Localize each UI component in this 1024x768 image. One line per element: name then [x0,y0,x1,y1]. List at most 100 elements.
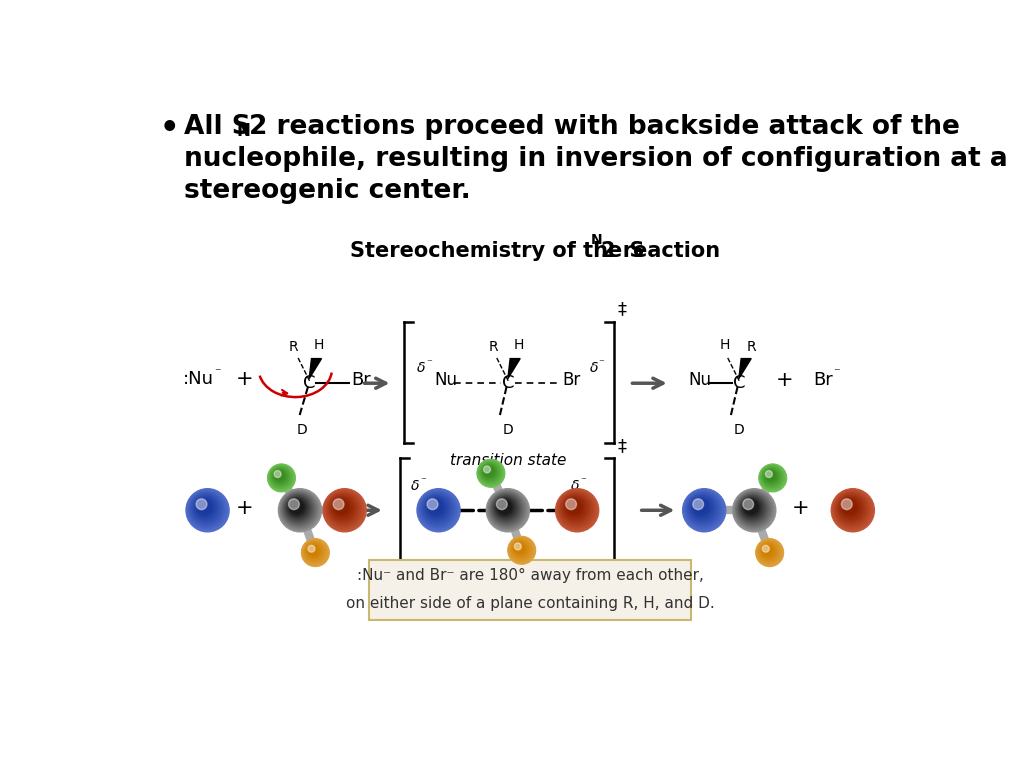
Circle shape [834,491,871,529]
Circle shape [417,488,460,531]
Circle shape [684,491,723,529]
Text: All S: All S [184,114,251,140]
Circle shape [332,497,353,519]
Circle shape [842,498,859,516]
Circle shape [425,497,447,519]
Circle shape [559,492,593,526]
Circle shape [484,467,493,475]
Circle shape [557,490,597,530]
Circle shape [198,500,212,515]
Polygon shape [309,359,322,379]
Circle shape [290,500,304,515]
Text: ‡: ‡ [617,437,627,455]
Circle shape [482,465,497,479]
Circle shape [191,494,221,524]
Text: δ: δ [590,361,598,375]
Circle shape [765,470,777,482]
Circle shape [268,465,294,490]
Circle shape [483,466,495,477]
Circle shape [761,465,784,489]
Text: on either side of a plane containing R, H, and D.: on either side of a plane containing R, … [346,596,715,611]
Circle shape [289,499,305,515]
Circle shape [267,464,295,492]
Circle shape [762,545,773,557]
Circle shape [190,494,222,525]
Circle shape [687,493,719,525]
Circle shape [193,495,219,521]
Text: Nu: Nu [434,371,457,389]
Circle shape [556,489,598,531]
Circle shape [307,545,321,558]
Circle shape [515,543,525,554]
Circle shape [762,545,769,552]
Circle shape [737,493,769,525]
Circle shape [424,495,450,521]
Circle shape [733,488,776,531]
Circle shape [303,540,328,564]
Circle shape [496,498,516,518]
Circle shape [303,540,327,564]
Circle shape [758,541,780,563]
Circle shape [309,546,317,554]
Text: Br: Br [562,371,581,389]
Circle shape [488,491,525,528]
Circle shape [333,499,344,510]
Circle shape [515,544,524,553]
Text: •: • [160,114,179,143]
Circle shape [288,498,308,518]
Circle shape [194,496,217,520]
Text: Br: Br [813,371,833,389]
Circle shape [562,495,589,521]
Circle shape [494,496,517,520]
Text: δ: δ [411,478,420,492]
Circle shape [759,541,779,561]
Circle shape [290,501,303,514]
Circle shape [480,463,500,482]
Circle shape [289,499,299,510]
Circle shape [761,543,776,559]
Circle shape [835,492,869,526]
Circle shape [688,494,718,524]
Circle shape [478,461,503,485]
Circle shape [558,491,595,528]
Circle shape [741,497,763,519]
Circle shape [565,498,584,517]
Circle shape [835,492,869,528]
Circle shape [323,488,367,531]
Circle shape [741,498,762,518]
Circle shape [479,462,502,485]
Circle shape [567,500,582,515]
Circle shape [691,498,712,518]
Circle shape [689,495,716,521]
Polygon shape [739,359,752,379]
Circle shape [333,498,351,517]
Circle shape [195,497,216,519]
Circle shape [492,494,522,525]
Circle shape [739,496,765,521]
Circle shape [283,493,315,525]
Circle shape [330,496,355,521]
Circle shape [762,545,775,558]
Circle shape [286,496,309,520]
Circle shape [743,499,760,515]
Text: +: + [792,498,809,518]
Circle shape [197,499,213,515]
Circle shape [187,490,227,530]
Circle shape [761,466,783,488]
Circle shape [305,542,324,561]
Circle shape [497,498,514,516]
Text: R: R [289,340,298,354]
Circle shape [565,499,577,510]
Text: R: R [746,340,756,354]
Circle shape [692,498,711,517]
Circle shape [842,499,852,510]
Circle shape [187,491,226,529]
Circle shape [274,471,281,478]
Circle shape [269,465,293,489]
Circle shape [567,501,581,514]
Circle shape [270,466,292,488]
Circle shape [496,498,515,517]
Circle shape [761,544,776,559]
Circle shape [426,498,446,518]
Circle shape [510,538,532,561]
